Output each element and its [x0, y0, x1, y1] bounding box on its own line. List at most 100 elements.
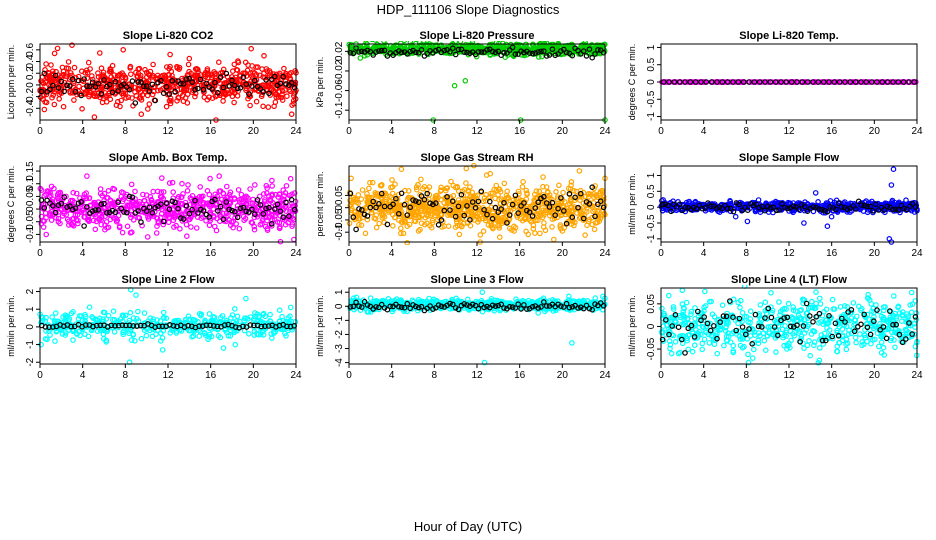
- hourly-point: [158, 201, 164, 208]
- data-point: [596, 207, 602, 214]
- data-point: [76, 83, 82, 90]
- data-point: [597, 188, 604, 195]
- hourly-point: [558, 195, 564, 201]
- hourly-point: [901, 205, 908, 212]
- hourly-point: [47, 86, 53, 93]
- hourly-point: [870, 208, 876, 214]
- hourly-point: [847, 79, 854, 85]
- hourly-point: [229, 207, 235, 214]
- data-point: [501, 180, 508, 187]
- hourly-point: [788, 79, 795, 85]
- data-point: [185, 182, 191, 188]
- hourly-point: [38, 88, 45, 95]
- hourly-point: [736, 201, 743, 208]
- data-point: [149, 91, 156, 98]
- data-point: [404, 240, 410, 245]
- hourly-point: [794, 79, 800, 85]
- data-point: [153, 331, 159, 337]
- hourly-point: [252, 77, 258, 84]
- hourly-point: [160, 218, 167, 225]
- data-point: [450, 192, 457, 199]
- data-point: [596, 218, 603, 224]
- hourly-point: [237, 205, 244, 212]
- hourly-point: [249, 83, 255, 89]
- data-point: [166, 214, 172, 221]
- y-tick-label: -0.1: [334, 223, 345, 241]
- data-point: [493, 41, 500, 46]
- hourly-point: [572, 194, 578, 201]
- hourly-point: [263, 205, 269, 212]
- data-point: [448, 178, 454, 185]
- data-point: [570, 187, 577, 194]
- hourly-point: [693, 206, 700, 212]
- data-point: [276, 89, 283, 95]
- data-point: [429, 217, 436, 224]
- data-point: [508, 204, 515, 211]
- hourly-point: [563, 220, 570, 227]
- hourly-point: [504, 50, 510, 56]
- outlier-point: [801, 220, 807, 226]
- data-point: [94, 328, 101, 335]
- data-point: [828, 213, 835, 220]
- hourly-point: [730, 79, 736, 85]
- data-point: [42, 67, 48, 73]
- hourly-point: [560, 46, 567, 53]
- data-point: [193, 225, 200, 231]
- y-tick-label: 0.2: [25, 66, 36, 80]
- hourly-point: [268, 221, 275, 227]
- data-point: [462, 41, 469, 48]
- data-point: [245, 62, 251, 68]
- x-tick-label: 8: [744, 248, 750, 259]
- hourly-point: [762, 79, 768, 85]
- data-point: [82, 318, 89, 325]
- y-tick-label: -1: [646, 234, 657, 243]
- y-tick-label: 0.5: [646, 184, 657, 198]
- data-point: [283, 183, 290, 189]
- data-point: [187, 195, 194, 201]
- data-point: [150, 188, 157, 195]
- data-point: [260, 103, 266, 110]
- data-point: [493, 182, 500, 189]
- x-tick-label: 12: [471, 126, 483, 137]
- data-point: [145, 318, 151, 325]
- data-point: [417, 214, 423, 221]
- hourly-point: [203, 80, 210, 87]
- data-point: [164, 64, 170, 70]
- data-point: [366, 185, 372, 192]
- hourly-point: [501, 49, 507, 56]
- hourly-point: [586, 46, 593, 53]
- x-tick-label: 24: [290, 126, 302, 137]
- data-point: [590, 208, 596, 215]
- hourly-point: [842, 79, 848, 85]
- data-point: [418, 176, 424, 183]
- data-point: [58, 207, 65, 213]
- data-point: [107, 216, 114, 223]
- hourly-point: [232, 208, 238, 215]
- x-tick-label: 16: [826, 126, 838, 137]
- hourly-point: [418, 193, 425, 199]
- x-tick-label: 24: [911, 126, 923, 137]
- data-point: [178, 201, 184, 207]
- hourly-point: [600, 204, 607, 211]
- data-point: [153, 230, 160, 236]
- hourly-point: [407, 204, 414, 211]
- hourly-point: [135, 79, 141, 85]
- hourly-point: [112, 209, 119, 216]
- hourly-point: [415, 199, 422, 206]
- hourly-point: [546, 52, 553, 58]
- data-point: [116, 223, 123, 230]
- data-point: [860, 79, 867, 85]
- hourly-point: [489, 215, 496, 222]
- hourly-point: [364, 213, 371, 219]
- data-point: [119, 229, 126, 236]
- data-point: [253, 98, 260, 105]
- hourly-point: [472, 205, 479, 211]
- hourly-point: [192, 87, 198, 93]
- data-point: [388, 184, 394, 191]
- data-point: [276, 307, 283, 314]
- data-point: [551, 215, 558, 222]
- hourly-point: [577, 51, 584, 57]
- hourly-point: [518, 203, 524, 209]
- hourly-point: [484, 47, 490, 53]
- data-point: [284, 93, 290, 100]
